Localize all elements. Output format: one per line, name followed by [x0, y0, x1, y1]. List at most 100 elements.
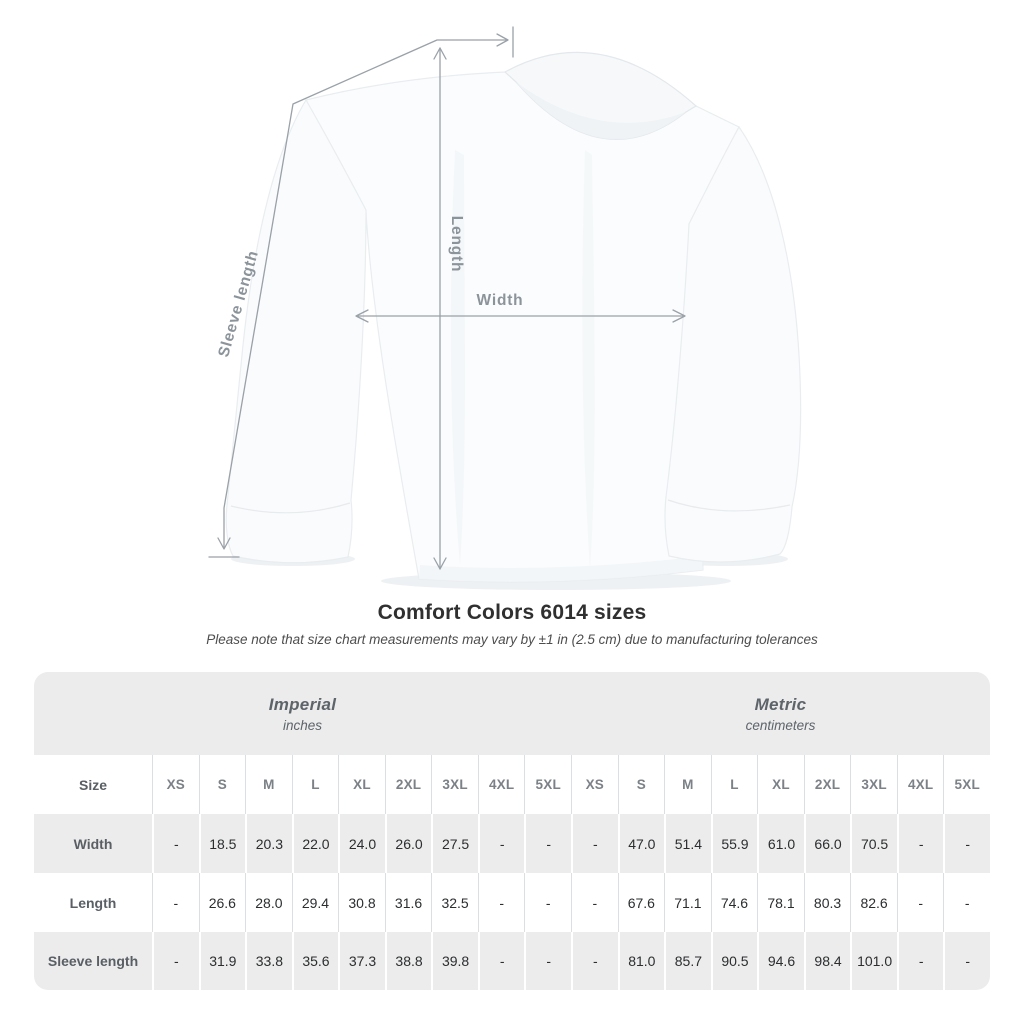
- imperial-group-header: Imperial inches: [34, 672, 571, 755]
- sleeve-metric-m: 85.7: [664, 932, 711, 990]
- sleeve-imperial-m: 33.8: [245, 932, 292, 990]
- length-metric-xs: -: [571, 873, 618, 932]
- width-imperial-4xl: -: [477, 814, 525, 873]
- sleeve-imperial-3xl: 39.8: [431, 932, 478, 990]
- length-metric-4xl: -: [896, 873, 944, 932]
- sleeve-imperial-xs: -: [152, 932, 199, 990]
- width-metric-2xl: 66.0: [803, 814, 851, 873]
- length-imperial-xs: -: [152, 873, 199, 932]
- sleeve-length-arrow-right: [496, 33, 509, 47]
- sleeve-metric-3xl: 101.0: [850, 932, 897, 990]
- length-metric-2xl: 80.3: [803, 873, 851, 932]
- length-metric-m: 71.1: [664, 873, 711, 932]
- width-imperial-l: 22.0: [291, 814, 339, 873]
- sleeve-metric-2xl: 98.4: [803, 932, 851, 990]
- sleeve-imperial-l: 35.6: [291, 932, 339, 990]
- size-header-metric-5xl: 5XL: [943, 755, 990, 814]
- width-metric-xl: 61.0: [757, 814, 804, 873]
- width-metric-4xl: -: [896, 814, 944, 873]
- size-header-metric-xl: XL: [757, 755, 804, 814]
- sleeve-imperial-2xl: 38.8: [384, 932, 432, 990]
- sleeve-imperial-s: 31.9: [198, 932, 246, 990]
- width-metric-5xl: -: [943, 814, 990, 873]
- width-imperial-m: 20.3: [245, 814, 292, 873]
- metric-group-unit: centimeters: [745, 717, 816, 733]
- imperial-group-name: Imperial: [268, 694, 337, 714]
- length-imperial-s: 26.6: [198, 873, 246, 932]
- width-imperial-3xl: 27.5: [431, 814, 478, 873]
- length-imperial-4xl: -: [477, 873, 525, 932]
- size-header-imperial-xs: XS: [152, 755, 199, 814]
- length-imperial-3xl: 32.5: [431, 873, 478, 932]
- row-label-sleeve-length: Sleeve length: [34, 932, 152, 990]
- width-label: Width: [477, 292, 524, 309]
- size-header-imperial-4xl: 4XL: [477, 755, 525, 814]
- size-header-metric-2xl: 2XL: [803, 755, 851, 814]
- size-header-imperial-s: S: [198, 755, 246, 814]
- length-metric-s: 67.6: [617, 873, 665, 932]
- imperial-group-unit: inches: [282, 717, 323, 733]
- length-metric-l: 74.6: [710, 873, 758, 932]
- length-arrow-up: [433, 47, 447, 60]
- width-metric-s: 47.0: [617, 814, 665, 873]
- row-label-length: Length: [34, 873, 152, 932]
- sleeve-length-arrow-down: [217, 537, 231, 550]
- length-imperial-xl: 30.8: [338, 873, 385, 932]
- width-metric-xs: -: [571, 814, 618, 873]
- width-arrow-right: [672, 309, 686, 323]
- length-imperial-m: 28.0: [245, 873, 292, 932]
- size-header-imperial-l: L: [291, 755, 339, 814]
- sleeve-imperial-xl: 37.3: [338, 932, 385, 990]
- sleeve-metric-4xl: -: [896, 932, 944, 990]
- page-title: Comfort Colors 6014 sizes: [377, 601, 647, 624]
- sleeve-metric-l: 90.5: [710, 932, 758, 990]
- size-chart-table: Imperial inches Metric centimeters Size …: [34, 672, 990, 990]
- length-arrow-down: [433, 557, 447, 570]
- sleeve-imperial-4xl: -: [477, 932, 525, 990]
- size-header-imperial-xl: XL: [338, 755, 385, 814]
- size-header-metric-l: L: [710, 755, 758, 814]
- length-imperial-5xl: -: [524, 873, 571, 932]
- size-header-metric-xs: XS: [571, 755, 618, 814]
- shirt-measurement-diagram: Width Length Sleeve length: [208, 26, 802, 590]
- length-label: Length: [448, 216, 465, 272]
- size-header-metric-s: S: [617, 755, 665, 814]
- width-arrow-left: [355, 309, 369, 323]
- sleeve-metric-5xl: -: [943, 932, 990, 990]
- length-metric-5xl: -: [943, 873, 990, 932]
- title-block: Comfort Colors 6014 sizes Please note th…: [0, 601, 1024, 647]
- sleeve-metric-xs: -: [571, 932, 618, 990]
- metric-group-name: Metric: [754, 694, 807, 714]
- width-imperial-xs: -: [152, 814, 199, 873]
- width-imperial-2xl: 26.0: [384, 814, 432, 873]
- width-imperial-xl: 24.0: [338, 814, 385, 873]
- shirt-diagram-svg: Width Length Sleeve length: [208, 26, 802, 590]
- sleeve-metric-xl: 94.6: [757, 932, 804, 990]
- length-metric-3xl: 82.6: [850, 873, 897, 932]
- length-metric-xl: 78.1: [757, 873, 804, 932]
- measurement-lines: [208, 26, 686, 570]
- size-header-imperial-5xl: 5XL: [524, 755, 571, 814]
- sleeve-metric-s: 81.0: [617, 932, 665, 990]
- tshirt-image: [225, 51, 802, 583]
- size-header-metric-3xl: 3XL: [850, 755, 897, 814]
- sleeve-length-line: [223, 39, 508, 549]
- length-imperial-l: 29.4: [291, 873, 339, 932]
- sleeve-imperial-5xl: -: [524, 932, 571, 990]
- size-header-metric-m: M: [664, 755, 711, 814]
- size-column-header: Size: [34, 755, 152, 814]
- size-header-imperial-3xl: 3XL: [431, 755, 478, 814]
- length-imperial-2xl: 31.6: [384, 873, 432, 932]
- size-header-imperial-m: M: [245, 755, 292, 814]
- size-header-metric-4xl: 4XL: [896, 755, 944, 814]
- row-label-width: Width: [34, 814, 152, 873]
- tolerance-note: Please note that size chart measurements…: [206, 632, 818, 647]
- metric-group-header: Metric centimeters: [571, 672, 990, 755]
- width-metric-3xl: 70.5: [850, 814, 897, 873]
- width-imperial-s: 18.5: [198, 814, 246, 873]
- width-imperial-5xl: -: [524, 814, 571, 873]
- width-metric-l: 55.9: [710, 814, 758, 873]
- width-metric-m: 51.4: [664, 814, 711, 873]
- size-header-imperial-2xl: 2XL: [384, 755, 432, 814]
